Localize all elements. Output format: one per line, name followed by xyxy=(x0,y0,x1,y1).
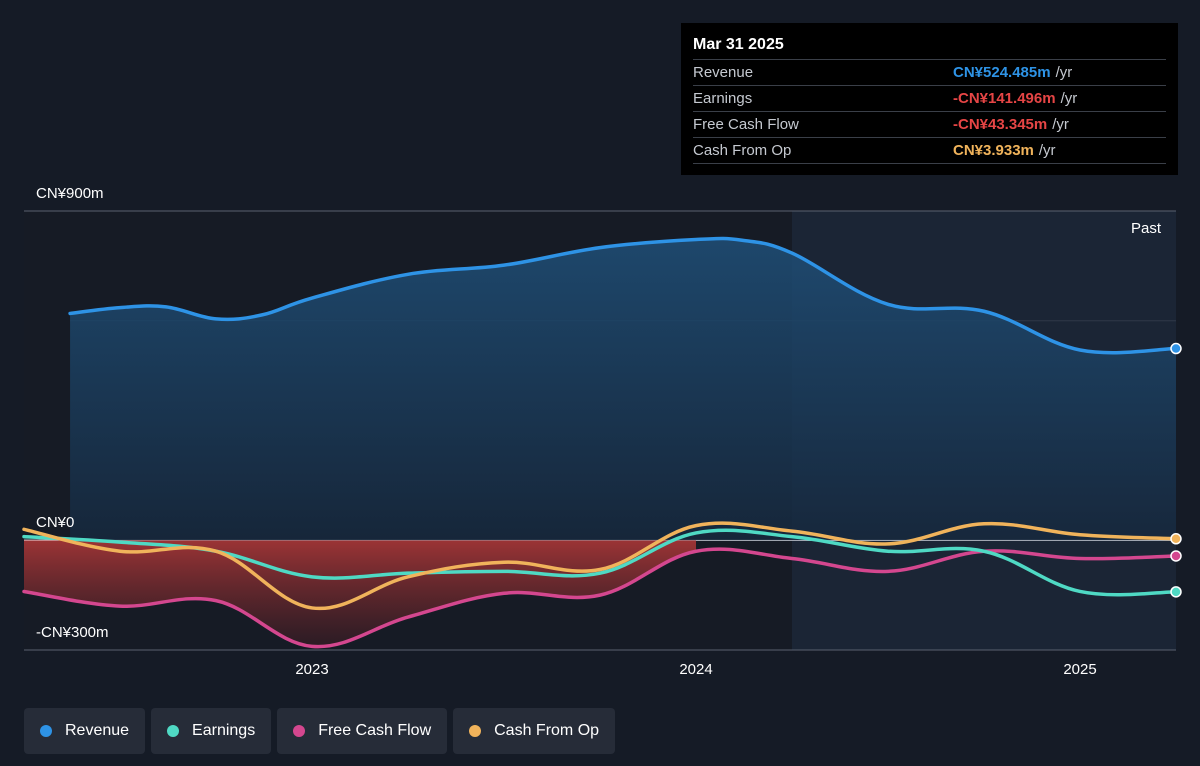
tooltip-row-cash-from-op: Cash From Op CN¥3.933m /yr xyxy=(693,137,1166,164)
legend-label: Cash From Op xyxy=(494,722,600,739)
tooltip-label: Free Cash Flow xyxy=(693,116,799,133)
tooltip-unit: /yr xyxy=(1060,90,1078,107)
x-tick-label: 2025 xyxy=(1063,661,1096,678)
tooltip-label: Cash From Op xyxy=(693,142,792,159)
legend: Revenue Earnings Free Cash Flow Cash Fro… xyxy=(24,708,616,754)
x-tick-label: 2023 xyxy=(295,661,328,678)
negative-area xyxy=(24,540,696,647)
series-end-marker-revenue xyxy=(1170,342,1182,355)
tooltip-date: Mar 31 2025 xyxy=(693,36,784,53)
x-tick-label: 2024 xyxy=(679,661,712,678)
tooltip-unit: /yr xyxy=(1052,116,1069,133)
tooltip-value: CN¥524.485m xyxy=(953,64,1051,81)
legend-item-revenue[interactable]: Revenue xyxy=(24,708,146,754)
tooltip-row-revenue: Revenue CN¥524.485m /yr xyxy=(693,59,1166,85)
tooltip-value: -CN¥141.496m xyxy=(953,90,1056,107)
legend-item-free-cash-flow[interactable]: Free Cash Flow xyxy=(277,708,448,754)
series-line-cash-from-op xyxy=(22,521,1178,611)
tooltip-value: CN¥3.933m xyxy=(953,142,1034,159)
tooltip: Mar 31 2025 Revenue CN¥524.485m /yr Earn… xyxy=(681,23,1178,175)
legend-dot-icon xyxy=(469,725,482,737)
tooltip-unit: /yr xyxy=(1038,142,1056,159)
legend-dot-icon xyxy=(40,725,52,737)
series-end-marker-earnings xyxy=(1170,586,1182,598)
y-tick-label-bottom: -CN¥300m xyxy=(36,624,109,641)
tooltip-row-free-cash-flow: Free Cash Flow -CN¥43.345m /yr xyxy=(693,111,1166,137)
y-tick-label-top: CN¥900m xyxy=(36,185,104,202)
revenue-area xyxy=(70,238,1177,541)
tooltip-label: Revenue xyxy=(693,64,754,81)
legend-item-cash-from-op[interactable]: Cash From Op xyxy=(453,708,616,754)
legend-label: Earnings xyxy=(192,722,256,739)
past-label: Past xyxy=(1131,220,1162,237)
legend-label: Free Cash Flow xyxy=(318,722,432,739)
tooltip-unit: /yr xyxy=(1055,64,1073,81)
legend-dot-icon xyxy=(293,725,306,737)
series-end-marker-free-cash-flow xyxy=(1170,550,1182,562)
y-tick-label-zero: CN¥0 xyxy=(36,514,75,531)
tooltip-value: -CN¥43.345m xyxy=(953,116,1048,133)
tooltip-label: Earnings xyxy=(693,90,753,107)
legend-label: Revenue xyxy=(65,722,130,739)
legend-dot-icon xyxy=(167,725,180,737)
legend-item-earnings[interactable]: Earnings xyxy=(151,708,272,754)
series-line-revenue xyxy=(68,236,1178,355)
series-end-marker-cash-from-op xyxy=(1170,533,1182,545)
tooltip-row-earnings: Earnings -CN¥141.496m /yr xyxy=(693,85,1166,111)
